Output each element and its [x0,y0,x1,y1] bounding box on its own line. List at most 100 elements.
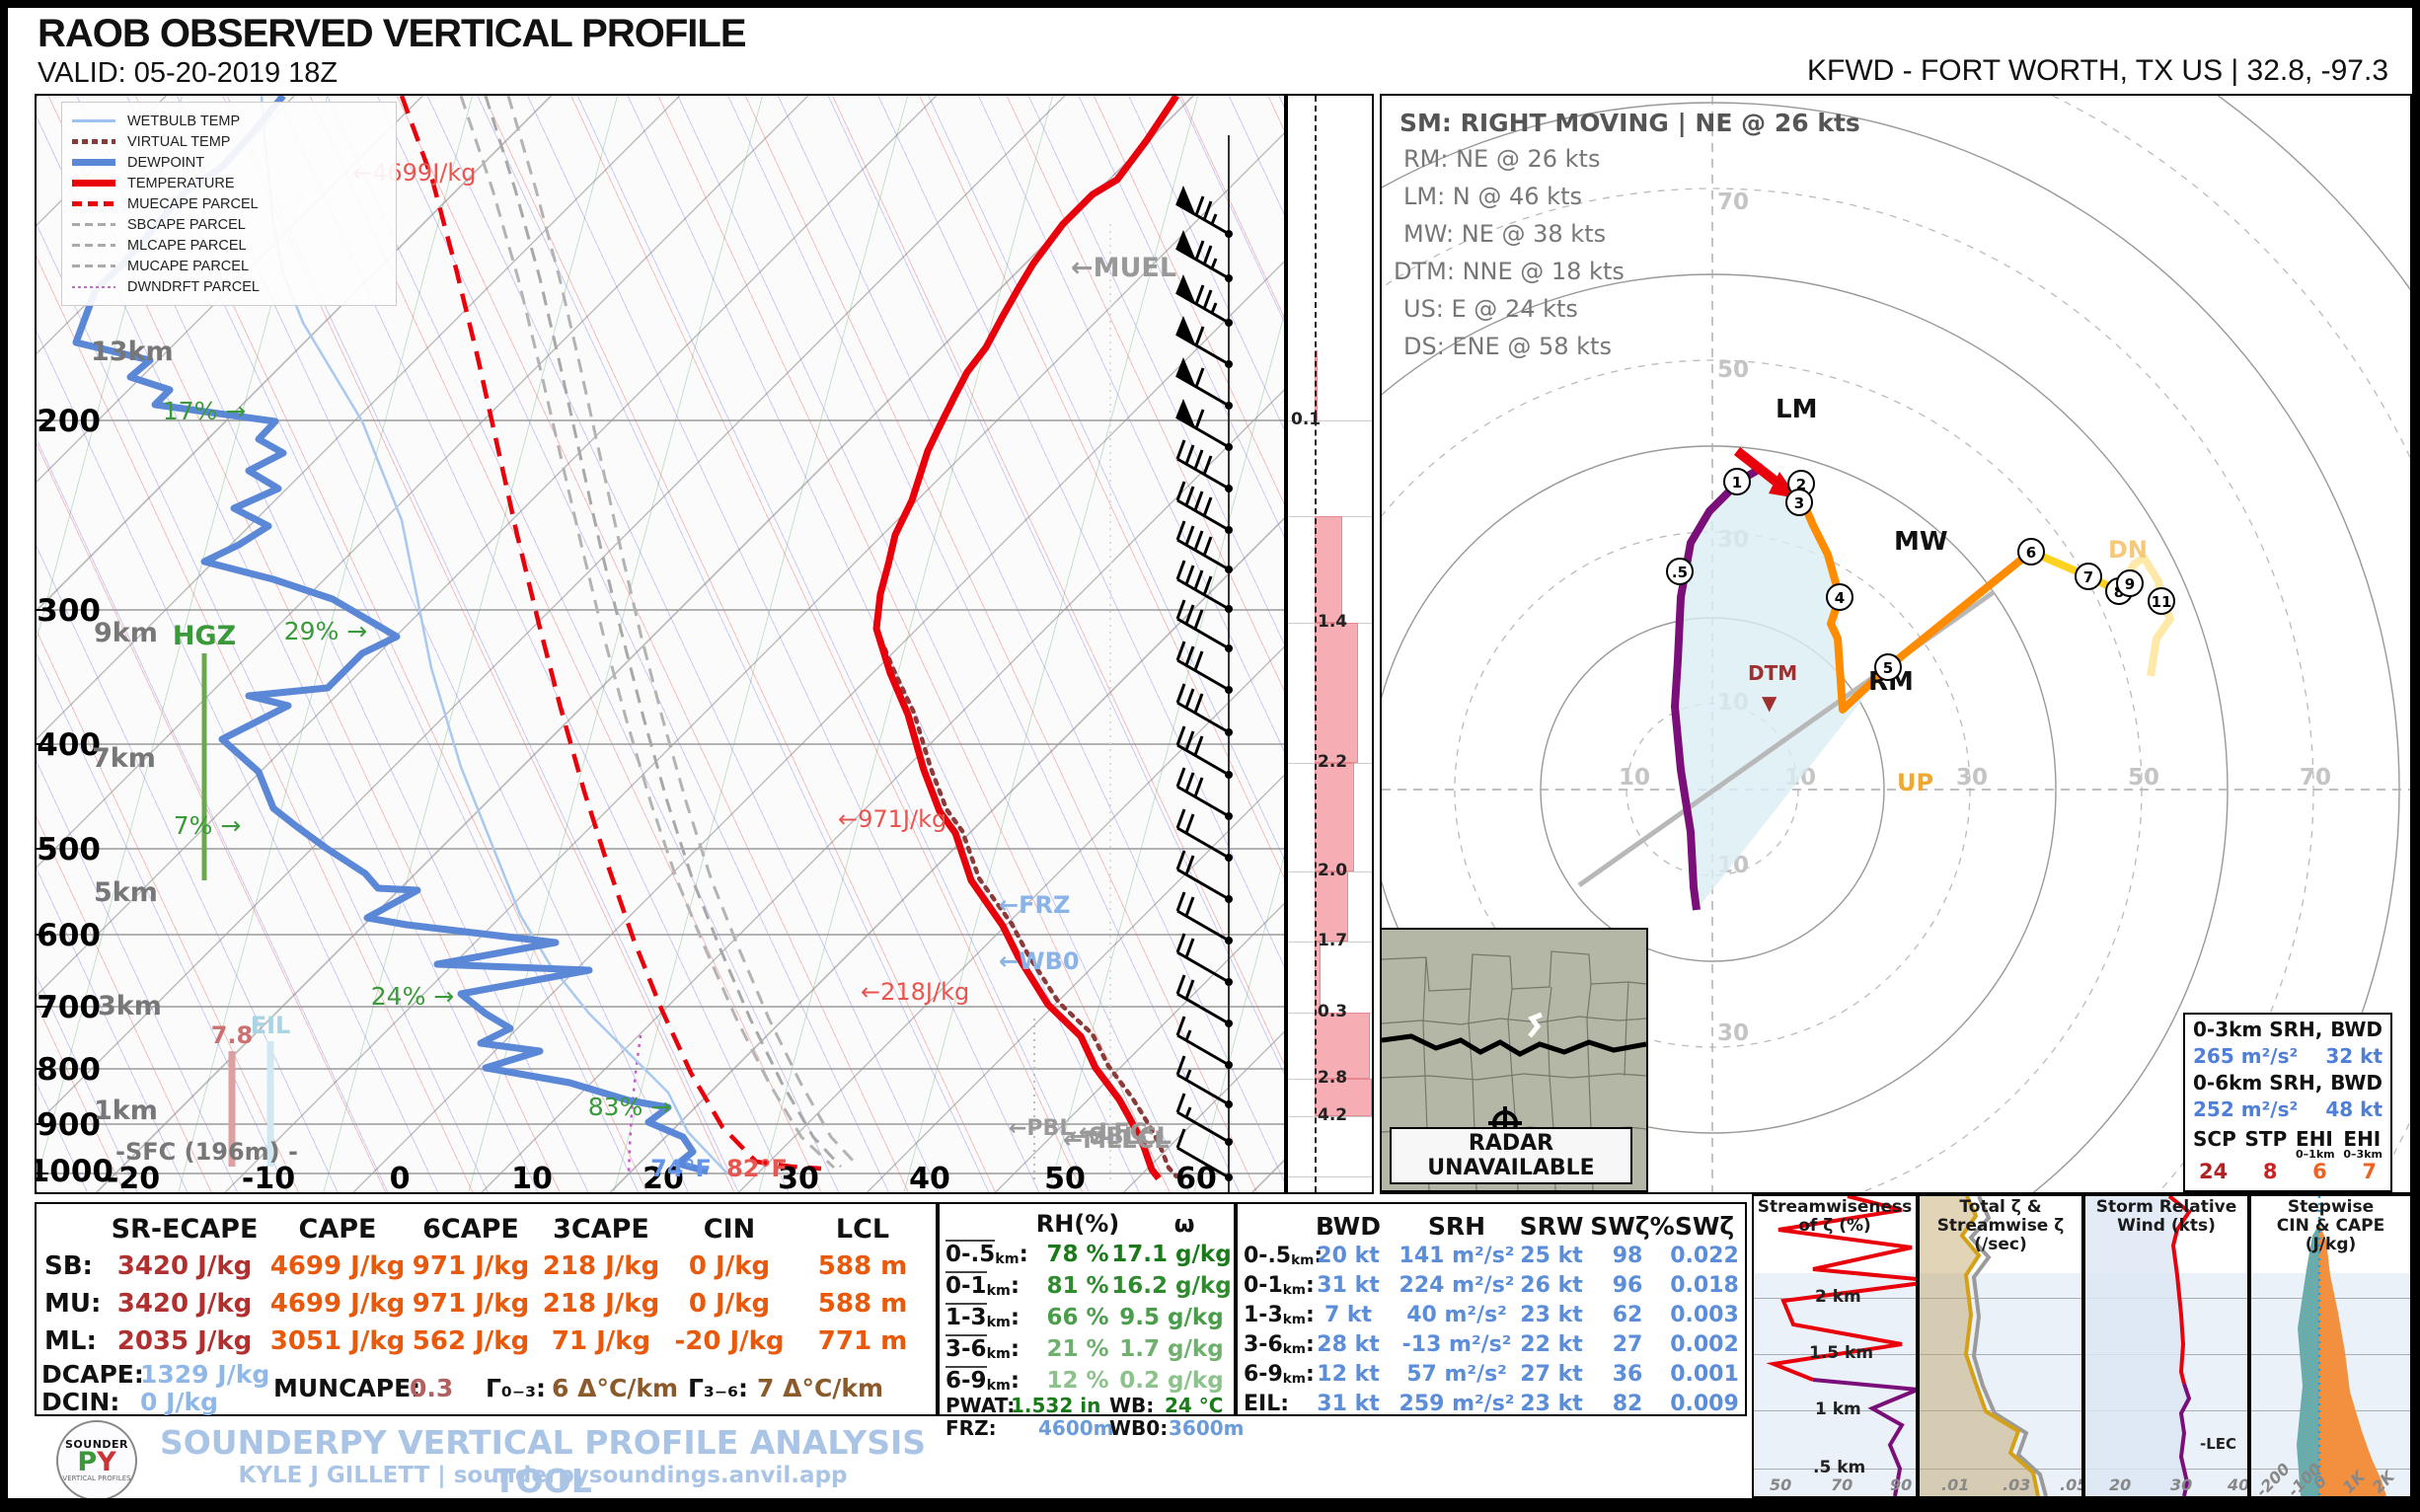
pressure-axis: 200 300 400 500 600 700 800 900 1000 [29,404,113,1189]
panel-title: Stepwise [2287,1197,2375,1217]
histogram-value: 0.1 [1291,410,1322,429]
cape3-label: ←218J/kg [861,978,969,1006]
lapse03-label: Γ₀₋₃: [486,1374,547,1402]
frz-label: ←FRZ [999,891,1070,919]
kin-value: 40 m²/s² [1406,1303,1507,1327]
panel-ylabel: 2 km [1815,1287,1861,1307]
panel-title: Storm Relative [2095,1197,2237,1217]
wetbulb-swatch-icon [72,119,115,122]
rh-value: 12 % [1046,1368,1109,1394]
panel-title: (J/kg) [2305,1235,2357,1254]
km-marker-label: 4 [1835,589,1845,607]
stp-header: STP [2244,1127,2288,1151]
rh-annotation: 24% → [371,982,454,1011]
vorticity-svg [1920,1196,2048,1496]
ehi1-value: 6 [2312,1160,2327,1183]
panel-tick: .05 [2060,1475,2081,1494]
thermo-header: SR-ECAPE [111,1214,259,1245]
hodo-trace-1-6km [1796,493,2034,714]
dgz-value-label: 7.8 [211,1021,254,1049]
radar-inset-map: RADAR UNAVAILABLE [1380,928,1648,1192]
rh-value: 21 % [1046,1336,1109,1362]
lfc-label: ←LFC [1079,1118,1147,1146]
histogram-value: 2.8 [1318,1068,1348,1088]
panel-title: CIN & CAPE [2276,1216,2385,1236]
pressure-tick: 700 [37,990,101,1025]
thermo-header: LCL [835,1214,890,1245]
omega-value: 0.2 g/kg [1119,1368,1224,1394]
lake-feature [1528,1012,1543,1038]
kin-header: SWζ [1674,1212,1735,1241]
panel-title: Wind (kts) [2117,1216,2216,1236]
thermo-value: 562 J/kg [412,1326,530,1356]
hodo-km-markers: .5 1 2 3 4 5 6 7 8 9 11 [1666,468,2175,681]
frame-right [2412,0,2420,1512]
streamwise-vorticity-line [1959,1196,2040,1496]
histogram-bar [1315,1079,1372,1116]
panel-ylabel: 1 km [1815,1399,1861,1419]
kin-value: 26 kt [1520,1273,1583,1298]
lcl-lfc-cluster: ←MLLCL ←SBLCL ←LFC [1063,1118,1172,1154]
srh-value: 252 m²/s² [2193,1097,2299,1121]
thermo-value: 588 m [817,1251,908,1281]
skewt-svg: 200 300 400 500 600 700 800 900 1000 -20… [29,93,1284,1196]
thermo-row-label: MU: [44,1289,102,1319]
lm-label: LM [1776,395,1817,424]
km-marker-label: 2 [1796,476,1806,493]
sbcape-swatch-icon [72,223,115,226]
motion-line: US: E @ 24 kts [1403,295,1578,323]
temperature-line [872,94,1179,1181]
kin-value: 25 kt [1520,1244,1583,1268]
km-marker-label: 3 [1794,494,1804,512]
panel-tick: 40 [2228,1475,2249,1494]
kin-value: 20 kt [1317,1244,1380,1268]
sblcl-label: ←SBLCL [1069,1122,1172,1150]
legend-label: TEMPERATURE [127,175,235,191]
srh-row-label: BWD [2330,1018,2382,1041]
temp-tick: 20 [643,1162,684,1192]
legend-label: MLCAPE PARCEL [127,237,247,254]
kin-value: 62 [1612,1303,1643,1327]
thermo-value: 3420 J/kg [116,1251,253,1281]
ring-label: 10 [1619,765,1650,791]
panel-tick: 30 [2170,1475,2193,1494]
kin-value: 0.018 [1670,1273,1739,1298]
km-marker-label: .5 [1672,564,1688,581]
pressure-tick: 500 [37,832,101,868]
streamwiseness-line-lower [1812,1378,1916,1496]
total-vorticity-line [1968,1196,2048,1496]
panel-tick: 70 [1831,1475,1853,1494]
motion-line: LM: N @ 46 kts [1403,183,1582,210]
temp-tick: 0 [390,1162,411,1192]
panel-title: Total ζ & [1959,1197,2042,1217]
kin-value: 0.009 [1670,1392,1739,1416]
scp-header: SCP [2193,1127,2236,1151]
thermo-value: 3051 J/kg [269,1326,406,1356]
pressure-tick: 800 [37,1052,101,1088]
height-label: 13km [91,337,174,367]
pressure-tick: 400 [37,727,101,763]
temperature-swatch-icon [72,180,115,187]
skewt-legend: WETBULB TEMP VIRTUAL TEMP DEWPOINT TEMPE… [61,102,397,306]
cape-annotations: ←4699J/kg ←971J/kg ←218J/kg [352,159,969,1006]
layer-histogram: 0.1 1.4 2.2 2.0 1.7 0.3 2.8 4.2 [1286,94,1374,1194]
legend-label: SBCAPE PARCEL [127,216,246,233]
omega-value: 9.5 g/kg [1119,1305,1224,1330]
dcin-label: DCIN: [41,1388,120,1416]
kin-value: 23 kt [1520,1392,1583,1416]
histogram-value: 2.2 [1318,752,1348,772]
omega-value: 17.1 g/kg [1111,1242,1232,1267]
thermo-table: SR-ECAPE CAPE 6CAPE 3CAPE CIN LCL SB: 34… [35,1202,938,1416]
kin-value: -13 m²/s² [1401,1332,1512,1357]
rh-header: RH(%) [1035,1210,1120,1238]
wb-value: 24 °C [1165,1394,1224,1417]
kin-value: 82 [1612,1392,1643,1416]
dtm-label: DTM [1748,661,1797,685]
motion-line: DTM: NNE @ 18 kts [1394,258,1625,285]
pwat-value: 1.532 in [1011,1394,1101,1417]
panel-ylabel: .5 km [1813,1458,1866,1477]
srh-bwd-box: 0-3km SRH, BWD 265 m²/s² 32 kt 0-6km SRH, B… [2183,1013,2392,1192]
scp-value: 24 [2199,1160,2229,1183]
height-label: 1km [94,1096,158,1126]
lec-label: -LEC [2200,1435,2237,1453]
